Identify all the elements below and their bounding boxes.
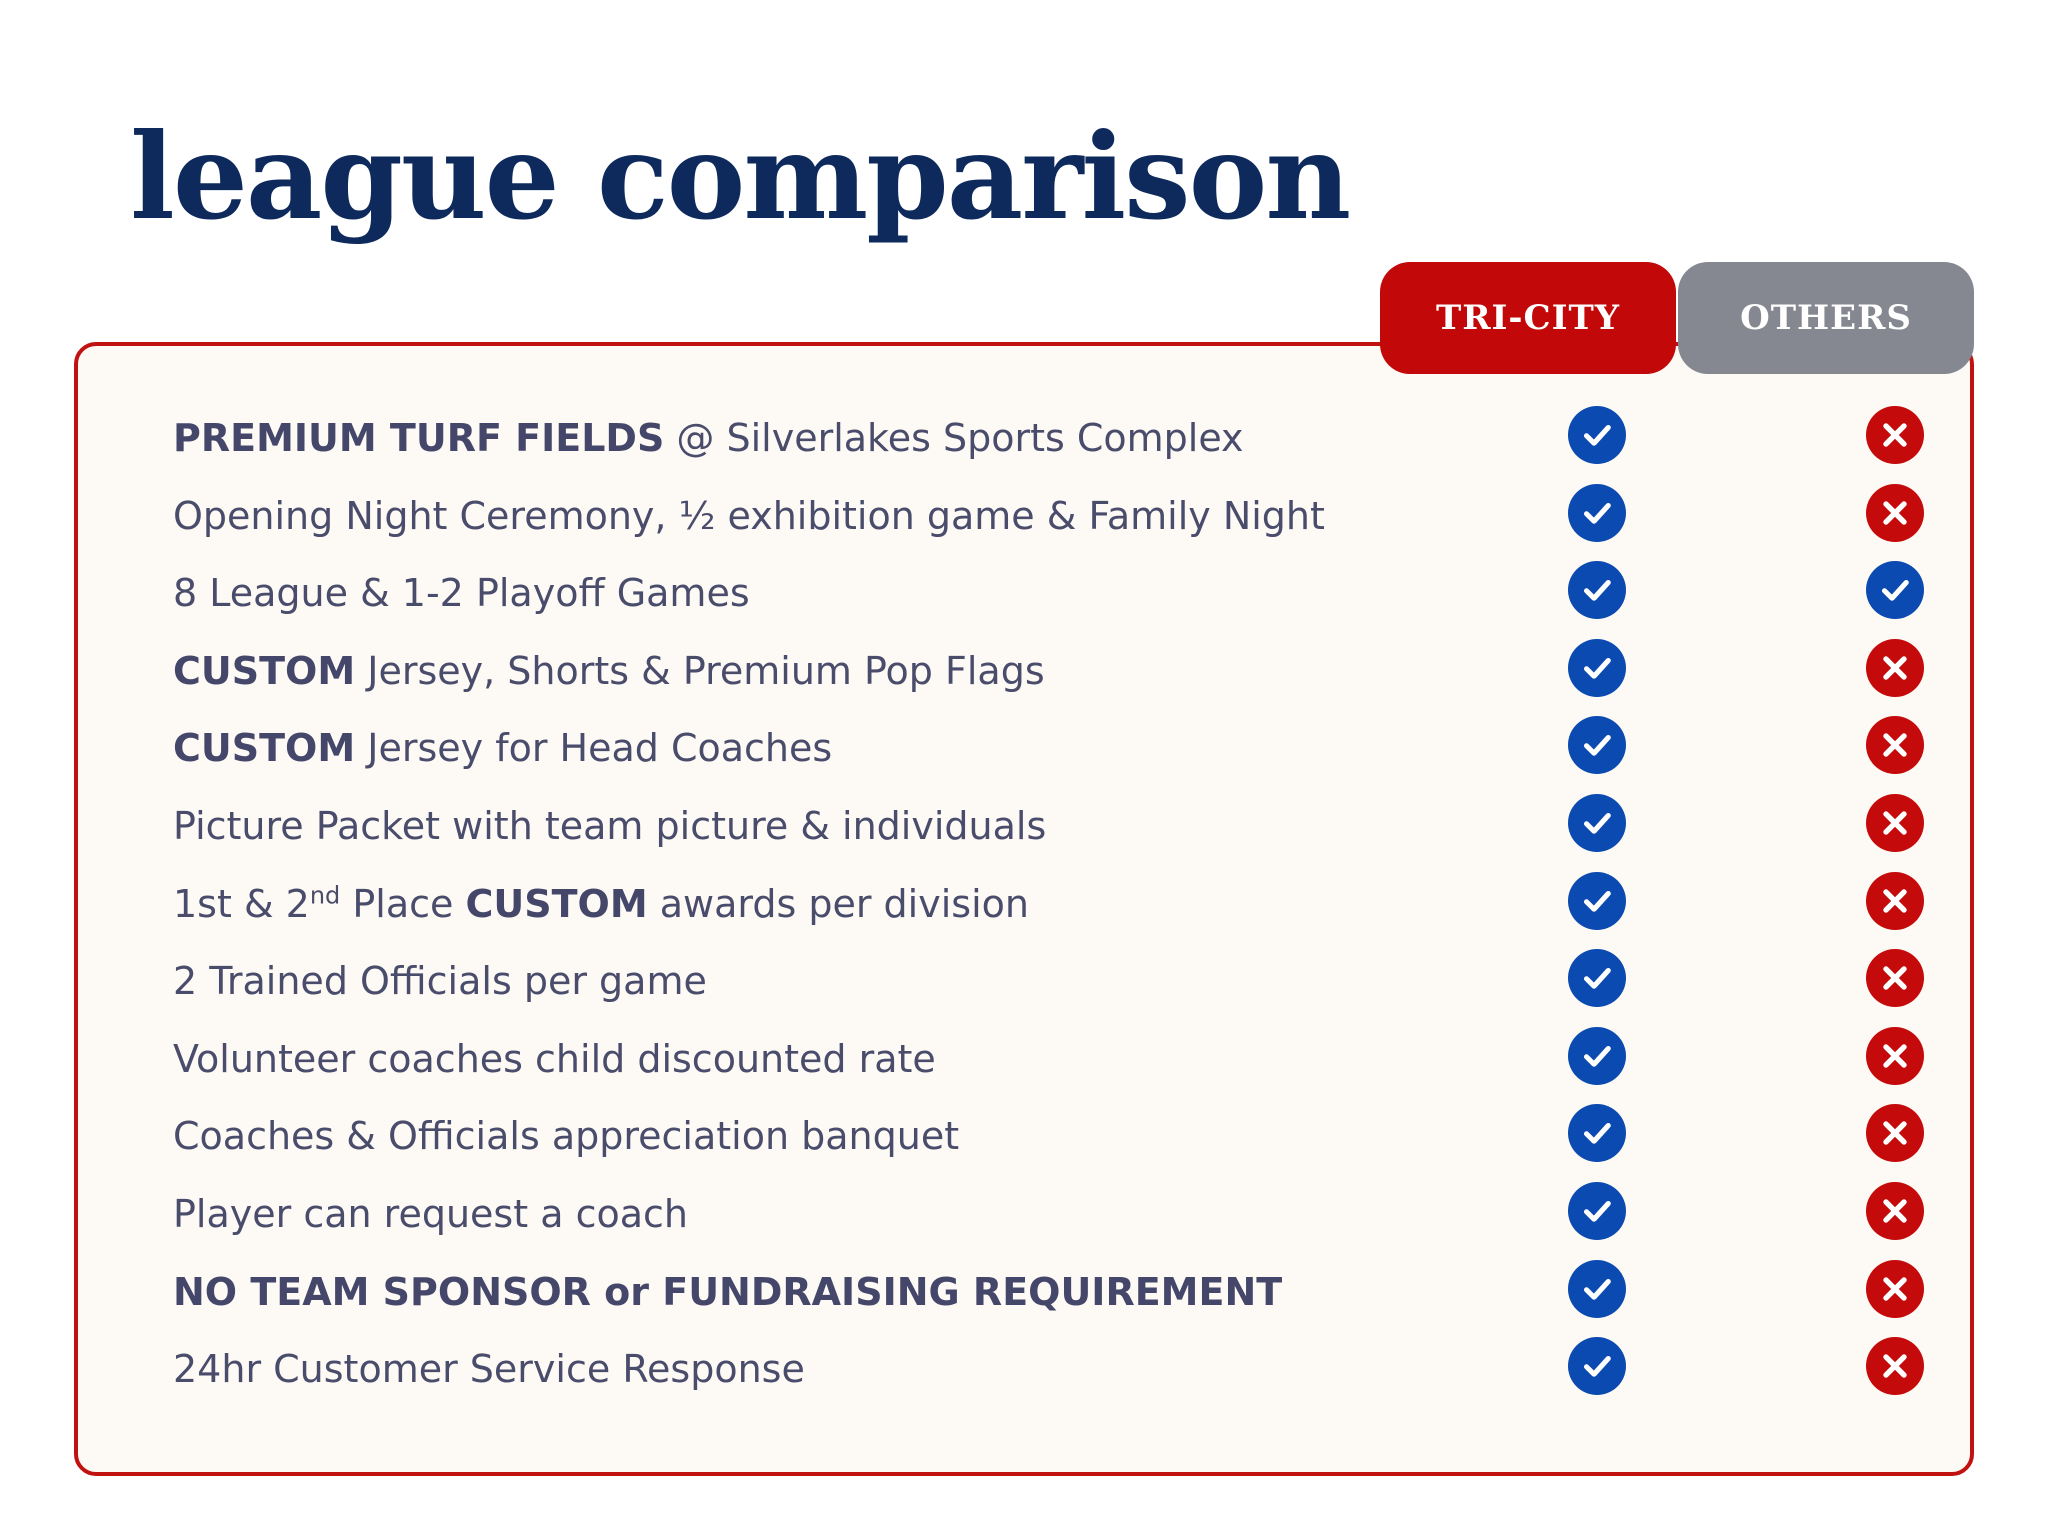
check-icon [1568,1182,1626,1240]
feature-text: Jersey for Head Coaches [355,726,833,771]
feature-label: CUSTOM Jersey for Head Coaches [173,726,832,772]
feature-label: PREMIUM TURF FIELDS @ Silverlakes Sports… [173,416,1244,462]
feature-text: Jersey, Shorts & Premium Pop Flags [355,648,1045,693]
page-title: league comparison [130,107,1351,246]
feature-text: 1st & 2 [173,881,310,926]
comparison-row: 2 Trained Officials per game [78,949,1970,1009]
comparison-row: Opening Night Ceremony, ½ exhibition gam… [78,483,1970,544]
cross-icon [1866,1337,1924,1396]
cross-icon [1866,1259,1924,1318]
feature-label: Volunteer coaches child discounted rate [173,1037,936,1083]
comparison-row: PREMIUM TURF FIELDS @ Silverlakes Sports… [78,406,1970,466]
feature-text: Volunteer coaches child discounted rate [173,1036,936,1081]
comparison-row: Coaches & Officials appreciation banquet [78,1104,1970,1164]
comparison-row: 1st & 2nd Place CUSTOM awards per divisi… [78,871,1970,932]
check-icon [1568,1026,1626,1085]
feature-label: CUSTOM Jersey, Shorts & Premium Pop Flag… [173,649,1045,695]
cross-icon [1866,949,1924,1008]
feature-label: Player can request a coach [173,1192,688,1238]
cross-icon [1866,406,1924,464]
feature-text: Place [340,881,466,926]
comparison-row: Player can request a coach [78,1182,1970,1242]
check-icon [1568,483,1626,542]
feature-text: @ Silverlakes Sports Complex [664,416,1244,460]
check-icon [1568,794,1626,852]
feature-text: 24hr Customer Service Response [173,1347,805,1392]
feature-label: Picture Packet with team picture & indiv… [173,804,1046,850]
cross-icon [1866,1104,1924,1163]
feature-label: 24hr Customer Service Response [173,1347,805,1393]
cross-icon [1866,1026,1924,1085]
feature-label: Coaches & Officials appreciation banquet [173,1114,959,1160]
column-header-tri-city: TRI-CITY [1380,262,1676,374]
comparison-panel: PREMIUM TURF FIELDS @ Silverlakes Sports… [74,342,1974,1476]
comparison-row: CUSTOM Jersey for Head Coaches [78,716,1970,776]
feature-emphasis: CUSTOM [173,726,356,771]
check-icon [1568,561,1626,620]
cross-icon [1866,716,1924,775]
comparison-row: Picture Packet with team picture & indiv… [78,794,1970,854]
feature-text: 8 League & 1-2 Playoff Games [173,571,750,616]
feature-emphasis: CUSTOM [173,648,356,693]
feature-emphasis: PREMIUM TURF FIELDS [173,416,665,460]
check-icon [1568,949,1626,1008]
check-icon [1568,1337,1626,1396]
feature-label: Opening Night Ceremony, ½ exhibition gam… [173,494,1325,540]
feature-label: 2 Trained Officials per game [173,959,707,1005]
cross-icon [1866,638,1924,697]
comparison-row: Volunteer coaches child discounted rate [78,1026,1970,1087]
feature-emphasis: NO TEAM SPONSOR or FUNDRAISING REQUIREME… [173,1269,1283,1314]
feature-label: 1st & 2nd Place CUSTOM awards per divisi… [173,882,1029,928]
feature-text: Opening Night Ceremony, ½ exhibition gam… [173,493,1325,538]
feature-emphasis: CUSTOM [465,881,648,926]
check-icon [1568,716,1626,775]
comparison-row: 24hr Customer Service Response [78,1337,1970,1397]
cross-icon [1866,794,1924,852]
feature-text: Picture Packet with team picture & indiv… [173,804,1047,848]
check-icon [1568,406,1626,464]
feature-text: Player can request a coach [173,1192,688,1236]
comparison-row: 8 League & 1-2 Playoff Games [78,561,1970,621]
check-icon [1568,1104,1626,1163]
cross-icon [1866,483,1924,542]
feature-label: NO TEAM SPONSOR or FUNDRAISING REQUIREME… [173,1270,1282,1316]
column-header-others: OTHERS [1678,262,1974,374]
cross-icon [1866,1182,1924,1240]
comparison-row: CUSTOM Jersey, Shorts & Premium Pop Flag… [78,638,1970,699]
feature-text: Coaches & Officials appreciation banquet [173,1114,960,1159]
comparison-row: NO TEAM SPONSOR or FUNDRAISING REQUIREME… [78,1259,1970,1320]
feature-text: awards per division [647,881,1029,926]
check-icon [1568,1259,1626,1318]
feature-label: 8 League & 1-2 Playoff Games [173,571,750,617]
cross-icon [1866,871,1924,930]
feature-superscript: nd [309,880,341,909]
feature-text: 2 Trained Officials per game [173,959,707,1004]
check-icon [1866,561,1924,620]
check-icon [1568,638,1626,697]
check-icon [1568,871,1626,930]
